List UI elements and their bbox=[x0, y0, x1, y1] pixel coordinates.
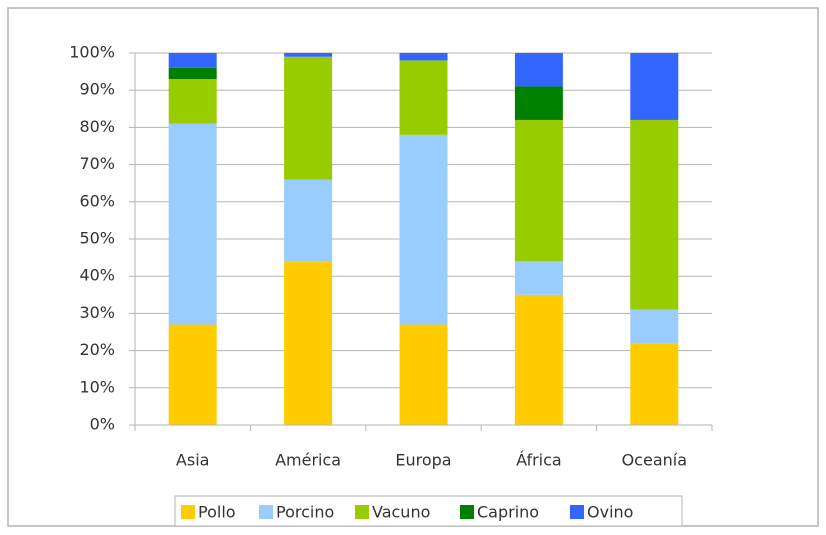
bar-segment bbox=[399, 324, 448, 425]
bar-segment bbox=[630, 309, 679, 344]
legend-label: Caprino bbox=[477, 503, 539, 522]
bar-segment bbox=[168, 324, 217, 425]
legend-swatch bbox=[460, 505, 474, 519]
y-tick-label: 70% bbox=[79, 154, 115, 173]
y-tick-label: 20% bbox=[79, 340, 115, 359]
legend-label: Vacuno bbox=[372, 503, 430, 522]
x-tick-label: América bbox=[275, 451, 341, 470]
bar-segment bbox=[514, 261, 563, 295]
bar-segment bbox=[284, 179, 333, 262]
y-tick-label: 0% bbox=[90, 415, 115, 434]
y-tick-label: 100% bbox=[69, 43, 115, 62]
bar-segment bbox=[284, 56, 333, 180]
y-tick-label: 50% bbox=[79, 229, 115, 248]
x-tick-label: África bbox=[516, 451, 562, 470]
legend-swatch bbox=[259, 505, 273, 519]
legend-swatch bbox=[570, 505, 584, 519]
bar-segment bbox=[399, 53, 448, 61]
bar-segment bbox=[284, 261, 333, 425]
bar-segment bbox=[168, 79, 217, 124]
bar-segment bbox=[630, 119, 679, 310]
y-tick-label: 80% bbox=[79, 117, 115, 136]
bar-segment bbox=[630, 53, 679, 120]
bar-segment bbox=[514, 53, 563, 87]
y-tick-label: 40% bbox=[79, 266, 115, 285]
x-tick-label: Oceanía bbox=[622, 451, 687, 470]
bar-segment bbox=[399, 134, 448, 325]
y-tick-label: 60% bbox=[79, 191, 115, 210]
bar-segment bbox=[168, 123, 217, 325]
legend-label: Porcino bbox=[276, 503, 334, 522]
bar-segment bbox=[168, 53, 217, 68]
x-tick-label: Europa bbox=[395, 451, 451, 470]
bar-segment bbox=[399, 60, 448, 135]
y-tick-label: 90% bbox=[79, 80, 115, 99]
legend-label: Pollo bbox=[198, 503, 236, 522]
y-tick-label: 30% bbox=[79, 303, 115, 322]
legend-swatch bbox=[181, 505, 195, 519]
bar-segment bbox=[630, 343, 679, 425]
bar-segment bbox=[284, 53, 333, 57]
x-tick-label: Asia bbox=[176, 451, 210, 470]
bar-segment bbox=[514, 294, 563, 425]
bar-segment bbox=[514, 86, 563, 120]
legend-label: Ovino bbox=[587, 503, 633, 522]
legend-swatch bbox=[355, 505, 369, 519]
bar-segment bbox=[168, 67, 217, 80]
bar-segment bbox=[514, 119, 563, 262]
y-tick-label: 10% bbox=[79, 377, 115, 396]
